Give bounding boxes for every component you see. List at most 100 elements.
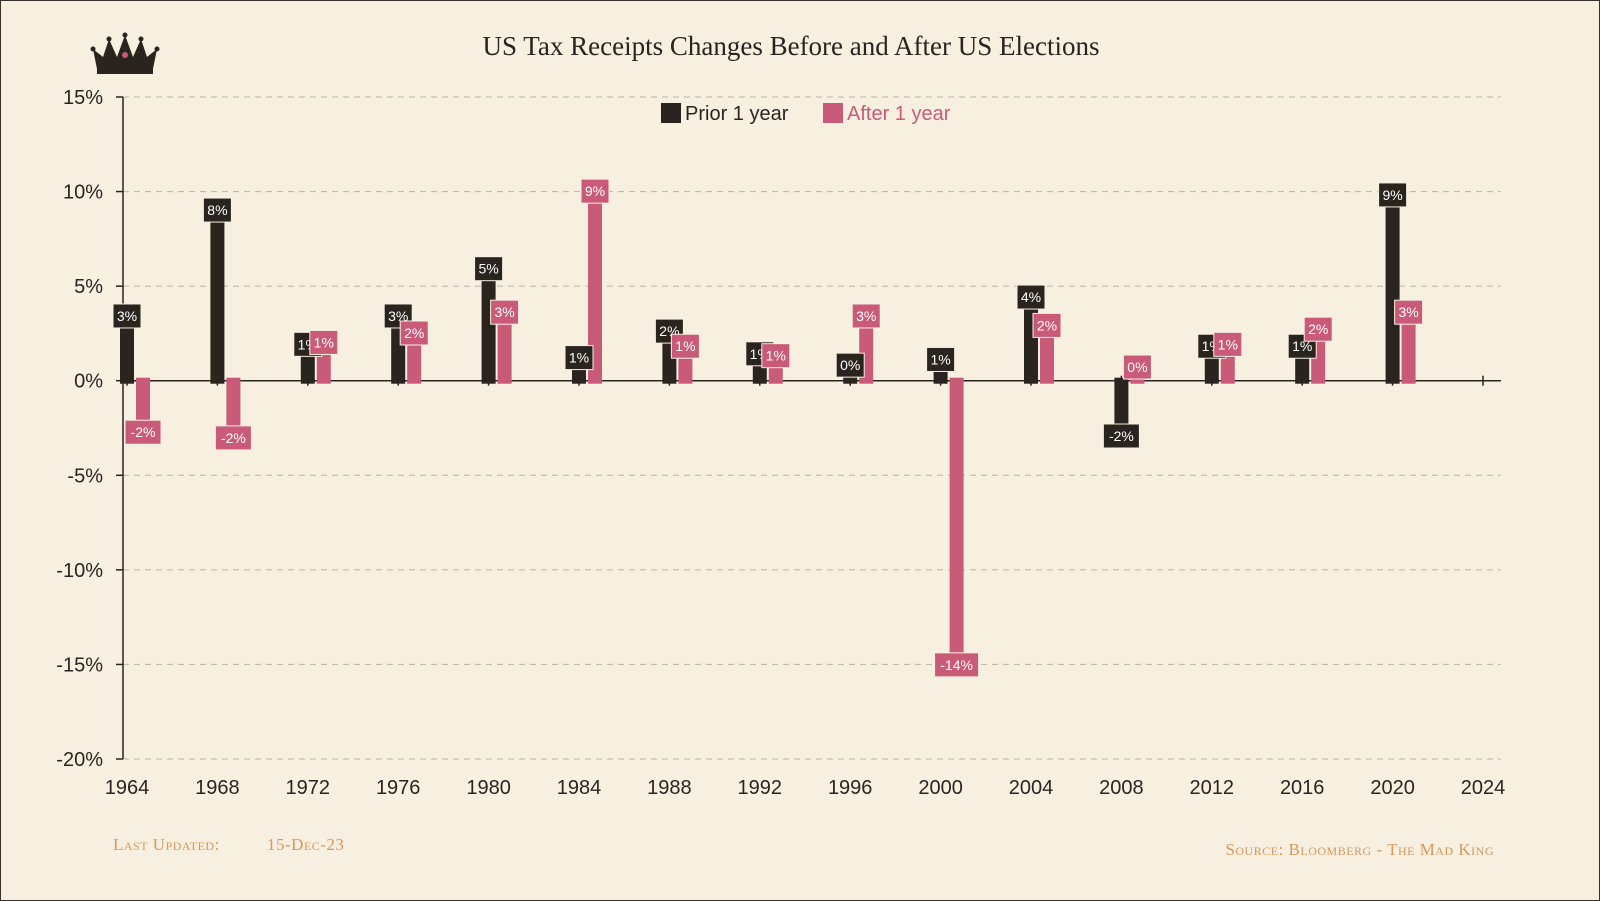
data-label-box xyxy=(490,299,520,325)
x-tick-label: 2012 xyxy=(1190,777,1235,799)
x-tick-label: 2000 xyxy=(918,777,963,799)
x-tick-label: 2008 xyxy=(1099,777,1144,799)
bar-prior xyxy=(1295,351,1310,384)
data-label: 1% xyxy=(1218,336,1238,352)
x-tick-label: 1964 xyxy=(105,777,150,799)
x-tick-label: 1992 xyxy=(738,777,783,799)
y-tick-label: 0% xyxy=(74,371,103,393)
data-label: 2% xyxy=(404,325,424,341)
footer-last-updated-value: 15-Dec-23 xyxy=(267,835,344,854)
data-label-box xyxy=(926,346,956,372)
chart-title: US Tax Receipts Changes Before and After… xyxy=(483,31,1100,61)
data-label: 1% xyxy=(930,351,950,367)
x-tick-label: 1980 xyxy=(466,777,511,799)
data-label: 5% xyxy=(478,261,498,277)
legend: Prior 1 year After 1 year xyxy=(661,103,951,125)
data-label-box xyxy=(1032,312,1062,338)
x-tick-label: 1988 xyxy=(647,777,692,799)
crown-icon xyxy=(90,32,160,74)
data-label-box xyxy=(934,652,980,678)
data-label: -2% xyxy=(221,430,246,446)
bar-after xyxy=(497,317,512,384)
data-label-box xyxy=(1102,423,1140,449)
y-tick-label: -10% xyxy=(56,560,103,582)
bar-after xyxy=(588,196,602,384)
data-label-box xyxy=(202,197,232,223)
data-label-box xyxy=(474,256,504,282)
data-label-box xyxy=(851,303,881,329)
x-tick-label: 1972 xyxy=(286,777,331,799)
bar-after xyxy=(226,377,241,433)
data-label-box xyxy=(654,318,684,344)
data-label: 1% xyxy=(1292,338,1312,354)
data-label-box xyxy=(112,303,142,329)
x-tick-label: 1984 xyxy=(557,777,602,799)
data-label: 0% xyxy=(1127,359,1147,375)
data-label: 2% xyxy=(1037,317,1057,333)
x-tick-label: 1976 xyxy=(376,777,421,799)
bar-prior xyxy=(120,320,134,384)
legend-label-after: After 1 year xyxy=(847,103,951,125)
data-label: 9% xyxy=(585,183,605,199)
data-labels: 3%8%1%3%5%1%2%1%0% 1%4%-2%1% 1%9%-2% -2%1%2… xyxy=(112,178,1424,678)
x-tick-label: 1996 xyxy=(828,777,873,799)
data-label-box xyxy=(1213,331,1243,357)
data-label: 9% xyxy=(1382,187,1402,203)
data-label-box xyxy=(564,345,594,371)
data-label-box xyxy=(1287,333,1317,359)
bars xyxy=(120,196,1416,660)
bar-after xyxy=(949,377,964,660)
x-tick-label: 2024 xyxy=(1461,777,1506,799)
bar-prior xyxy=(210,215,225,384)
footer-source: Source: Bloomberg - The Mad King xyxy=(1225,840,1494,859)
y-tick-label: 10% xyxy=(63,182,103,204)
bar-prior xyxy=(1114,377,1129,431)
data-label-box xyxy=(1016,284,1046,310)
x-tick-label: 2020 xyxy=(1370,777,1415,799)
data-label: 0% xyxy=(840,357,860,373)
data-label-box xyxy=(1303,316,1333,342)
y-tick-label: -5% xyxy=(67,465,103,487)
data-label: -14% xyxy=(940,657,973,673)
data-label: 1% xyxy=(314,334,334,350)
data-label-box xyxy=(399,320,429,346)
data-label-box xyxy=(214,425,252,451)
x-tick-label: 2016 xyxy=(1280,777,1325,799)
data-label: 1% xyxy=(766,348,786,364)
legend-swatch-prior xyxy=(661,103,681,123)
data-label: 3% xyxy=(1398,304,1418,320)
data-label: 8% xyxy=(207,202,227,218)
x-tick-label: 2004 xyxy=(1009,777,1054,799)
data-label-box xyxy=(670,333,700,359)
data-label: -2% xyxy=(1109,428,1134,444)
bar-prior xyxy=(1204,351,1219,384)
y-tick-label: -20% xyxy=(56,749,103,771)
data-label-box xyxy=(1378,182,1408,208)
x-tick-label: 1968 xyxy=(195,777,240,799)
data-label-box xyxy=(835,352,865,378)
axes: 15% 10% 5% 0% -5% -10% -15% -20%1964 1968 1972 197… xyxy=(56,87,1505,799)
data-label: 3% xyxy=(388,308,408,324)
bar-prior xyxy=(481,273,496,384)
bar-after xyxy=(678,351,693,384)
data-label-box xyxy=(1122,354,1152,380)
data-label: 2% xyxy=(1308,321,1328,337)
bar-after xyxy=(136,377,150,428)
y-tick-label: 5% xyxy=(74,276,103,298)
data-label-box xyxy=(761,343,791,369)
bar-prior xyxy=(300,349,315,384)
data-label: 1% xyxy=(675,338,695,354)
y-tick-label: 15% xyxy=(63,87,103,109)
bar-after xyxy=(407,337,422,384)
legend-label-prior: Prior 1 year xyxy=(685,103,789,125)
data-label: 3% xyxy=(856,308,876,324)
data-label: 4% xyxy=(1021,289,1041,305)
data-label-box xyxy=(1394,299,1424,325)
data-label-box xyxy=(580,178,610,204)
data-label-box xyxy=(124,419,162,445)
data-label-box xyxy=(309,329,339,355)
legend-swatch-after xyxy=(823,103,843,123)
data-label: -2% xyxy=(131,424,156,440)
